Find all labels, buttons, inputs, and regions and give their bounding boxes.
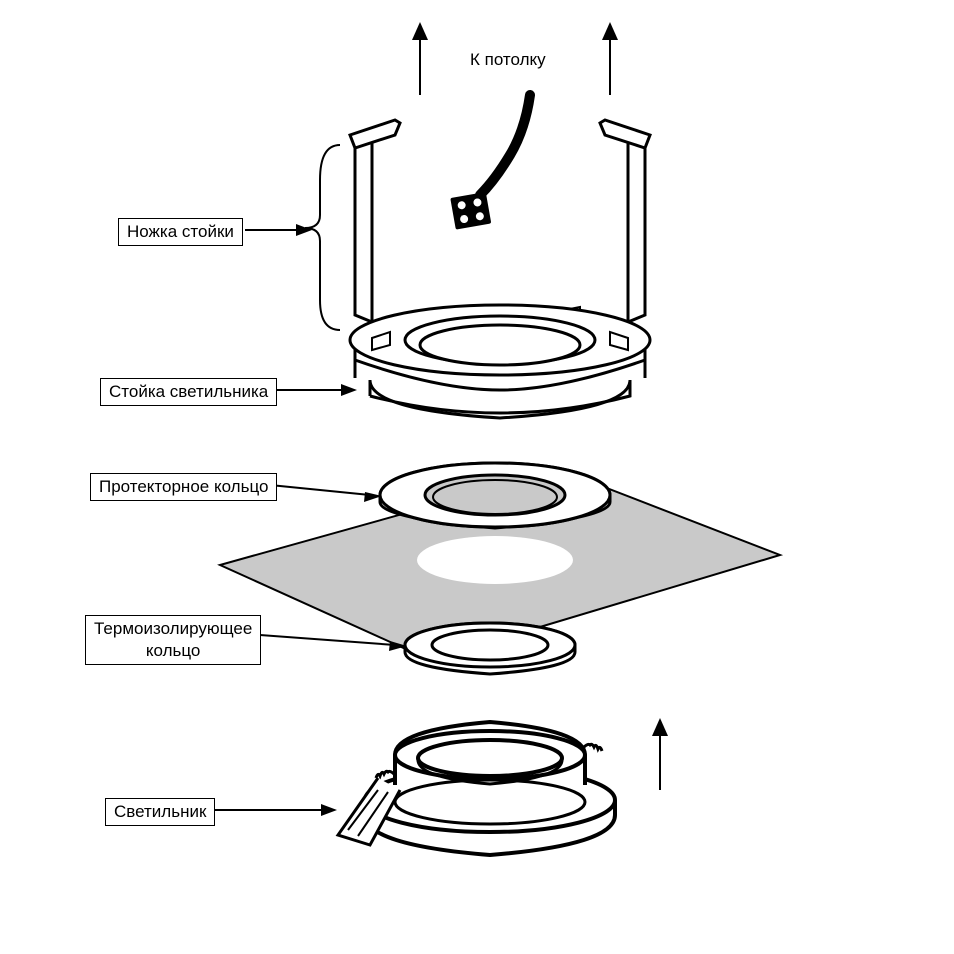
thermo-ring-label: Термоизолирующее кольцо	[85, 615, 261, 665]
diagram-container: К потолку Ножка стойки Стойка светильник…	[0, 0, 954, 954]
protector-ring-label: Протекторное кольцо	[90, 473, 277, 501]
ceiling-label: К потолку	[470, 50, 546, 70]
lamp-label: Светильник	[105, 798, 215, 826]
lamp-up-arrow	[652, 718, 668, 790]
protector-ring-component	[380, 463, 610, 528]
stand-ring-component	[350, 305, 650, 418]
thermo-ring-component	[405, 623, 575, 674]
lamp-stand-label: Стойка светильника	[100, 378, 277, 406]
cable-connector	[450, 95, 530, 230]
lamp-component	[338, 722, 615, 855]
bracket-leg-label: Ножка стойки	[118, 218, 243, 246]
